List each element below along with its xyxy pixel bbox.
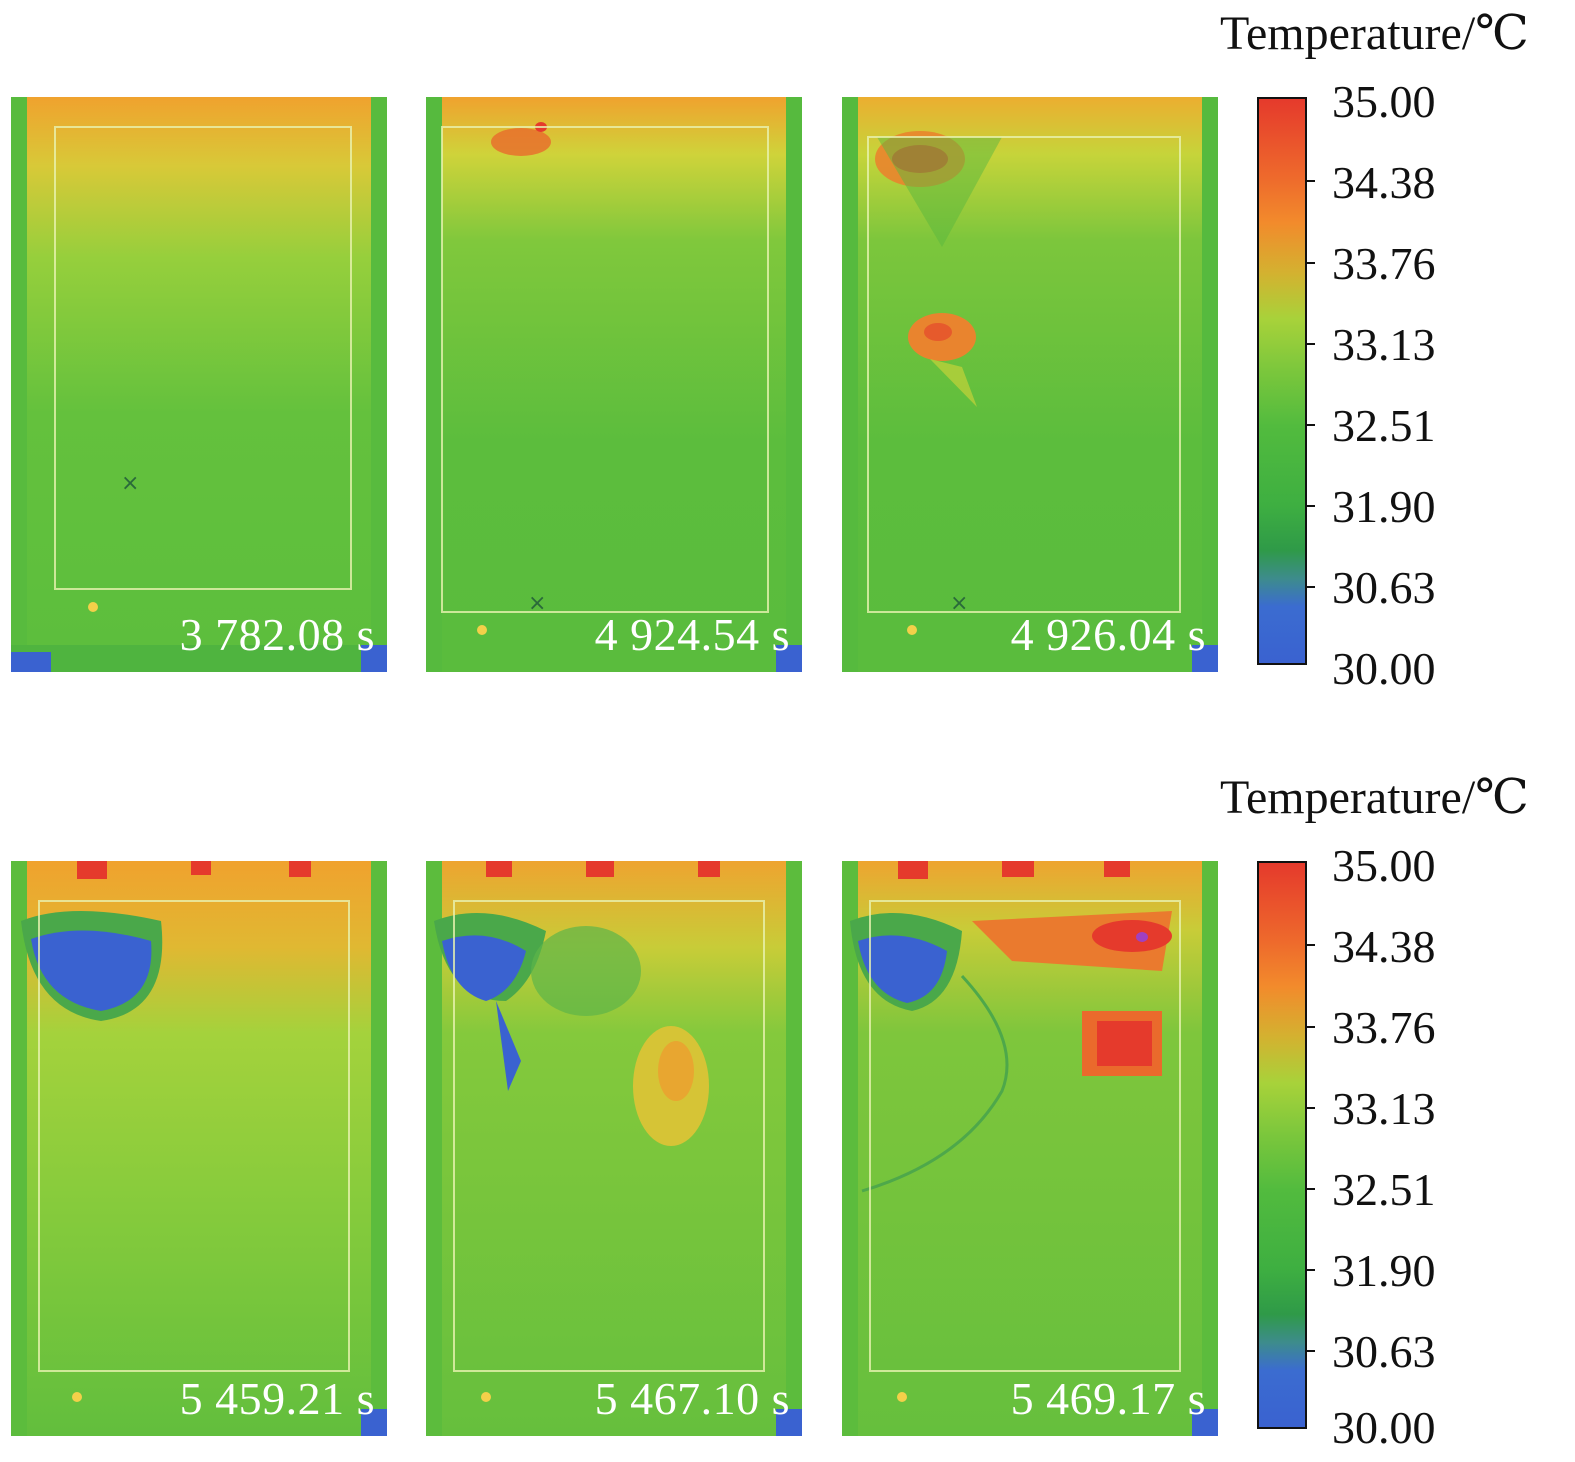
colorbar-tick bbox=[1305, 180, 1315, 182]
colorbar-title: Temperature/℃ bbox=[1220, 771, 1529, 824]
thermal-panel-4: 5 459.21 s bbox=[11, 861, 387, 1436]
thermal-panel-5: 5 467.10 s bbox=[426, 861, 802, 1436]
colorbar-tick bbox=[1305, 262, 1315, 264]
colorbar-tick bbox=[1305, 1350, 1315, 1352]
colorbar-tick-label: 33.76 bbox=[1332, 1002, 1436, 1053]
colorbar-tick bbox=[1305, 1107, 1315, 1109]
colorbar-title: Temperature/℃ bbox=[1220, 7, 1529, 60]
time-label: 5 467.10 s bbox=[594, 1373, 790, 1424]
colorbar-tick bbox=[1305, 424, 1315, 426]
colorbar-tick-label: 33.13 bbox=[1332, 319, 1436, 370]
svg-text:×: × bbox=[950, 591, 968, 616]
thermal-image bbox=[11, 861, 387, 1436]
thermal-image bbox=[842, 861, 1218, 1436]
colorbar-tick-label: 34.38 bbox=[1332, 921, 1436, 972]
colorbar-tick bbox=[1305, 1188, 1315, 1190]
colorbar-tick bbox=[1305, 944, 1315, 946]
time-label: 5 469.17 s bbox=[1010, 1373, 1206, 1424]
time-label: 4 924.54 s bbox=[594, 609, 790, 660]
thermal-panel-1: × 3 782.08 s bbox=[11, 97, 387, 672]
colorbar-tick-label: 31.90 bbox=[1332, 1245, 1436, 1296]
colorbar-gradient bbox=[1257, 861, 1307, 1429]
colorbar-tick bbox=[1305, 586, 1315, 588]
colorbar-tick-label: 30.63 bbox=[1332, 562, 1436, 613]
time-label: 3 782.08 s bbox=[179, 609, 375, 660]
thermal-panel-3: × 4 926.04 s bbox=[842, 97, 1218, 672]
time-label: 4 926.04 s bbox=[1010, 609, 1206, 660]
colorbar-tick-label: 30.00 bbox=[1332, 1402, 1436, 1453]
colorbar-tick-label: 30.00 bbox=[1332, 643, 1436, 694]
colorbar-tick-label: 30.63 bbox=[1332, 1326, 1436, 1377]
colorbar-tick-label: 32.51 bbox=[1332, 1164, 1436, 1215]
colorbar-gradient bbox=[1257, 97, 1307, 665]
colorbar-tick-label: 35.00 bbox=[1332, 76, 1436, 127]
thermal-panel-2: × 4 924.54 s bbox=[426, 97, 802, 672]
thermal-image: × bbox=[842, 97, 1218, 672]
thermal-panel-6: 5 469.17 s bbox=[842, 861, 1218, 1436]
colorbar-tick-label: 32.51 bbox=[1332, 400, 1436, 451]
thermal-image: × bbox=[426, 97, 802, 672]
colorbar-tick bbox=[1305, 1269, 1315, 1271]
thermal-image bbox=[426, 861, 802, 1436]
svg-text:×: × bbox=[121, 471, 139, 496]
svg-text:×: × bbox=[528, 591, 546, 616]
thermal-image: × bbox=[11, 97, 387, 672]
colorbar-tick-label: 31.90 bbox=[1332, 481, 1436, 532]
time-label: 5 459.21 s bbox=[179, 1373, 375, 1424]
colorbar-tick-label: 34.38 bbox=[1332, 157, 1436, 208]
colorbar-tick-label: 33.13 bbox=[1332, 1083, 1436, 1134]
colorbar-tick bbox=[1305, 343, 1315, 345]
colorbar-tick-label: 33.76 bbox=[1332, 238, 1436, 289]
colorbar-tick bbox=[1305, 1026, 1315, 1028]
colorbar-tick-label: 35.00 bbox=[1332, 840, 1436, 891]
colorbar-tick bbox=[1305, 505, 1315, 507]
